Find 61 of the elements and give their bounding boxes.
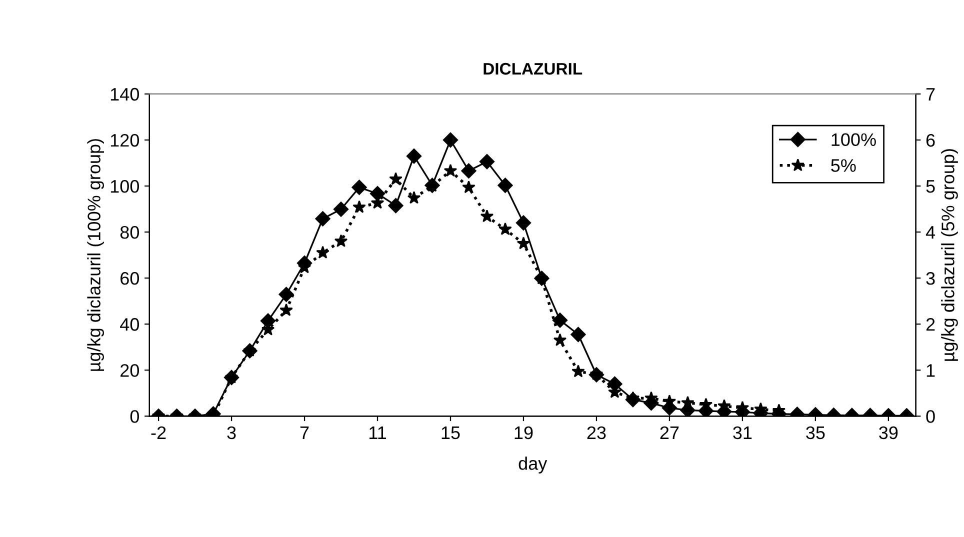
y2-tick-label: 1	[926, 364, 935, 377]
y-tick-label: 60	[120, 272, 139, 285]
x-tick-label: 27	[660, 426, 679, 439]
y2-tick-label: 5	[926, 180, 935, 193]
point	[388, 198, 404, 214]
x-tick-label: 35	[806, 426, 825, 440]
point	[334, 234, 348, 248]
point	[407, 191, 421, 204]
point	[572, 364, 585, 378]
point	[498, 178, 513, 193]
y-tick-label: 40	[120, 318, 139, 331]
y-tick-label: 80	[120, 226, 139, 239]
y-tick-label: 100	[110, 180, 139, 193]
y-tick-label: 20	[120, 364, 139, 377]
point	[479, 154, 495, 170]
point	[352, 200, 366, 213]
x-tick-label: 39	[879, 426, 898, 440]
point	[315, 211, 330, 226]
x-tick-label: 31	[733, 426, 752, 440]
x-tick-label: 15	[442, 426, 460, 440]
point	[570, 326, 586, 342]
chart-title: DICLAZURIL	[484, 62, 582, 75]
point	[278, 286, 294, 302]
y2-tick-label: 4	[926, 226, 936, 239]
point	[553, 333, 567, 346]
y2-tick-label: 6	[926, 134, 935, 147]
y-tick-label: 0	[130, 410, 139, 423]
y2-tick-label: 0	[926, 410, 935, 423]
point	[389, 172, 402, 185]
y2-tick-label: 2	[926, 318, 935, 331]
x-axis-title: day	[518, 456, 548, 474]
point	[552, 312, 568, 328]
x-tick-label: 23	[587, 426, 606, 440]
point	[442, 132, 458, 148]
legend-label: 5%	[831, 159, 856, 172]
y-axis-title: µg/kg diclazuril (100% group)	[87, 139, 104, 371]
point	[461, 163, 476, 178]
point	[316, 246, 330, 259]
point	[406, 148, 422, 164]
x-tick-label: 3	[227, 426, 236, 440]
point	[333, 202, 349, 217]
point	[462, 180, 476, 194]
y-tick-label: 140	[110, 88, 139, 101]
x-tick-label: 11	[370, 426, 386, 439]
point	[498, 222, 512, 236]
x-tick-label: -2	[151, 426, 166, 439]
point	[480, 209, 494, 222]
y-tick-label: 120	[110, 134, 139, 147]
y2-tick-label: 3	[926, 272, 935, 285]
x-tick-label: 7	[300, 426, 309, 439]
x-tick-label: 19	[514, 426, 533, 440]
legend-label: 100%	[832, 133, 876, 146]
y2-tick-label: 7	[926, 88, 935, 101]
point	[681, 396, 694, 409]
point	[516, 236, 530, 250]
point	[516, 215, 532, 230]
point	[280, 303, 293, 316]
point	[444, 164, 458, 177]
point	[352, 180, 367, 195]
point	[626, 391, 640, 404]
y2-axis-title: µg/kg diclazuril (5% group)	[941, 149, 958, 361]
